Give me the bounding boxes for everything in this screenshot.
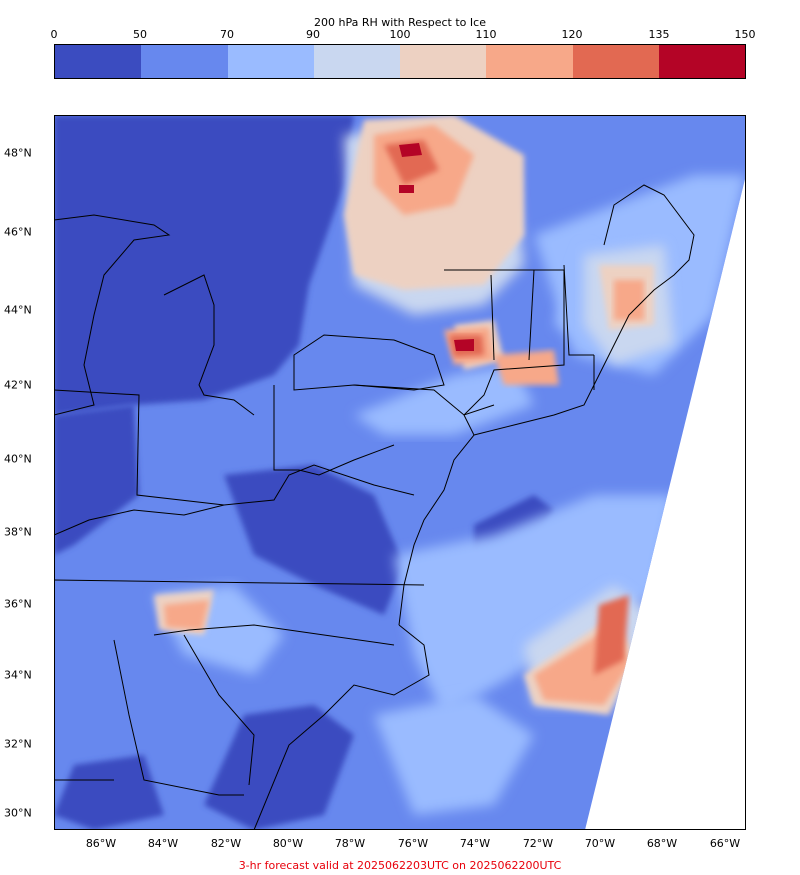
lon-label: 70°W bbox=[584, 837, 616, 850]
rh-map bbox=[54, 115, 746, 830]
lon-label: 74°W bbox=[459, 837, 491, 850]
colorbar-segment bbox=[572, 45, 659, 78]
rh-field bbox=[54, 115, 746, 830]
lon-label: 78°W bbox=[334, 837, 366, 850]
colorbar-tick: 90 bbox=[306, 28, 320, 41]
lon-label: 72°W bbox=[522, 837, 554, 850]
colorbar-segment bbox=[55, 45, 142, 78]
lon-label: 84°W bbox=[147, 837, 179, 850]
colorbar-segment bbox=[141, 45, 228, 78]
forecast-caption: 3-hr forecast valid at 2025062203UTC on … bbox=[238, 859, 562, 872]
colorbar-title: 200 hPa RH with Respect to Ice bbox=[314, 16, 486, 29]
colorbar-tick: 150 bbox=[734, 28, 756, 41]
lat-label: 44°N bbox=[4, 303, 32, 317]
lon-label: 68°W bbox=[646, 837, 678, 850]
lon-label: 80°W bbox=[272, 837, 304, 850]
colorbar-segment bbox=[313, 45, 400, 78]
colorbar-segment bbox=[400, 45, 487, 78]
lon-label: 82°W bbox=[210, 837, 242, 850]
colorbar-tick: 0 bbox=[50, 28, 58, 41]
lat-label: 48°N bbox=[4, 146, 32, 160]
colorbar-segment bbox=[658, 45, 745, 78]
colorbar-segment bbox=[486, 45, 573, 78]
colorbar-tick: 50 bbox=[133, 28, 147, 41]
colorbar-tick: 120 bbox=[561, 28, 583, 41]
colorbar-tick: 110 bbox=[475, 28, 497, 41]
coastline-borders bbox=[54, 184, 695, 830]
lon-label: 86°W bbox=[85, 837, 117, 850]
lat-label: 30°N bbox=[4, 806, 32, 820]
lat-label: 42°N bbox=[4, 378, 32, 392]
colorbar-tick: 100 bbox=[389, 28, 411, 41]
lat-label: 32°N bbox=[4, 737, 32, 751]
lat-label: 34°N bbox=[4, 668, 32, 682]
colorbar-segment bbox=[227, 45, 314, 78]
lon-label: 76°W bbox=[397, 837, 429, 850]
lon-label: 66°W bbox=[709, 837, 741, 850]
lat-label: 40°N bbox=[4, 452, 32, 466]
lat-label: 38°N bbox=[4, 525, 32, 539]
lat-label: 46°N bbox=[4, 225, 32, 239]
colorbar bbox=[54, 44, 746, 79]
colorbar-tick: 135 bbox=[648, 28, 670, 41]
lat-label: 36°N bbox=[4, 597, 32, 611]
colorbar-tick: 70 bbox=[220, 28, 234, 41]
